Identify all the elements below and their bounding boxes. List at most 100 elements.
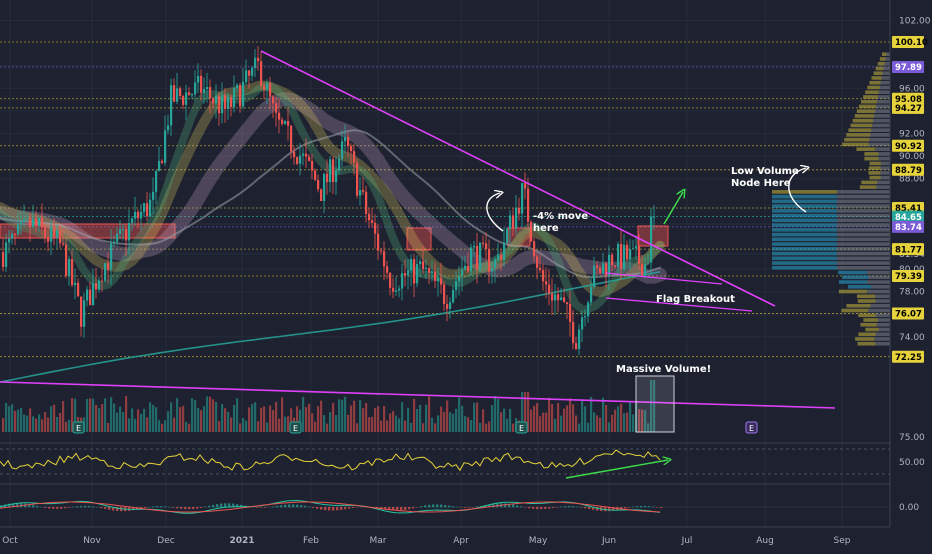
candle-body [614,265,616,266]
candle-body [293,151,295,157]
time-axis-label: Feb [303,536,319,546]
candle-body [554,294,556,300]
volume-bar [611,415,613,432]
candle-body [521,183,523,214]
volume-bar [68,420,70,432]
candle-body [239,85,241,107]
macd-histogram-bar [104,507,106,509]
candle-body [275,103,277,112]
candle-body [62,243,64,244]
candle-body [356,163,358,196]
volume-profile-bar [872,76,882,80]
macd-histogram-bar [648,506,650,507]
volume-bar [452,414,454,432]
candle-body [38,218,40,226]
volume-profile-bar [875,294,890,298]
candle-body [233,88,235,107]
volume-bar [614,410,616,432]
candle-body [422,261,424,269]
volume-profile-bar [879,328,890,332]
candle-body [278,113,280,120]
candle-body [608,255,610,276]
volume-profile-bar [868,143,890,147]
volume-bar [155,407,157,432]
volume-highlight-box[interactable] [636,376,674,432]
candle-body [464,266,466,270]
time-axis-label: Dec [157,536,174,546]
candle-body [446,304,448,309]
volume-bar [89,398,91,432]
volume-bar [176,398,178,432]
volume-bar [272,410,274,432]
macd-histogram-bar [184,507,186,509]
volume-bar [62,401,64,432]
volume-profile-bar [842,143,868,147]
volume-profile-bar [881,162,890,166]
volume-bar [125,396,127,432]
volume-bar [359,400,361,432]
time-axis-label: Aug [756,536,774,546]
volume-profile-bar [885,62,890,66]
volume-bar [470,420,472,432]
time-axis-label: Sep [834,536,851,546]
volume-bar [413,399,415,432]
volume-bar [428,397,430,432]
candle-body [647,263,649,264]
macd-histogram-bar [548,507,550,508]
price-axis-tick: 88.00 [899,175,925,185]
volume-profile-bar [886,52,890,56]
volume-bar [419,405,421,432]
volume-profile-bar [876,105,890,109]
candle-body [368,214,370,220]
candle-body [53,227,55,237]
volume-bar [251,404,253,432]
candle-body [329,159,331,182]
earnings-marker-upcoming[interactable]: E [746,422,757,433]
candle-body [395,290,397,291]
earnings-marker[interactable]: E [73,422,84,433]
candle-body [125,229,127,240]
volume-bar [269,406,271,432]
volume-bar [20,408,22,432]
candle-body [650,217,652,263]
earnings-marker[interactable]: E [516,422,527,433]
macd-histogram-bar [576,507,578,508]
volume-profile-bar [869,81,880,85]
volume-bar [386,420,388,432]
candle-body [380,251,382,252]
macd-histogram-bar [568,506,570,507]
volume-bar [557,403,559,432]
macd-histogram-bar [644,506,646,507]
volume-bar [314,422,316,432]
volume-bar [593,412,595,432]
volume-profile-bar [863,95,878,99]
volume-bar [362,408,364,432]
price-axis-tick: 74.00 [899,333,925,343]
volume-bar [380,421,382,432]
volume-bar [473,403,475,432]
volume-bar [392,411,394,432]
volume-bar [197,408,199,432]
volume-bar [476,402,478,432]
candle-body [200,76,202,93]
candle-body [599,268,601,274]
volume-bar [533,406,535,432]
volume-profile-bar [851,124,873,128]
volume-bar [329,412,331,432]
volume-profile-bar [876,332,890,336]
candle-body [86,290,88,301]
candle-body [533,241,535,256]
volume-bar [110,397,112,432]
volume-bar [95,405,97,432]
volume-bar [11,404,13,432]
candle-body [254,58,256,68]
volume-bar [560,416,562,432]
earnings-marker[interactable]: E [290,422,301,433]
candle-body [101,281,103,282]
volume-bar [143,409,145,432]
volume-bar [2,418,4,432]
volume-profile-bar [867,290,890,294]
candle-body [314,170,316,180]
